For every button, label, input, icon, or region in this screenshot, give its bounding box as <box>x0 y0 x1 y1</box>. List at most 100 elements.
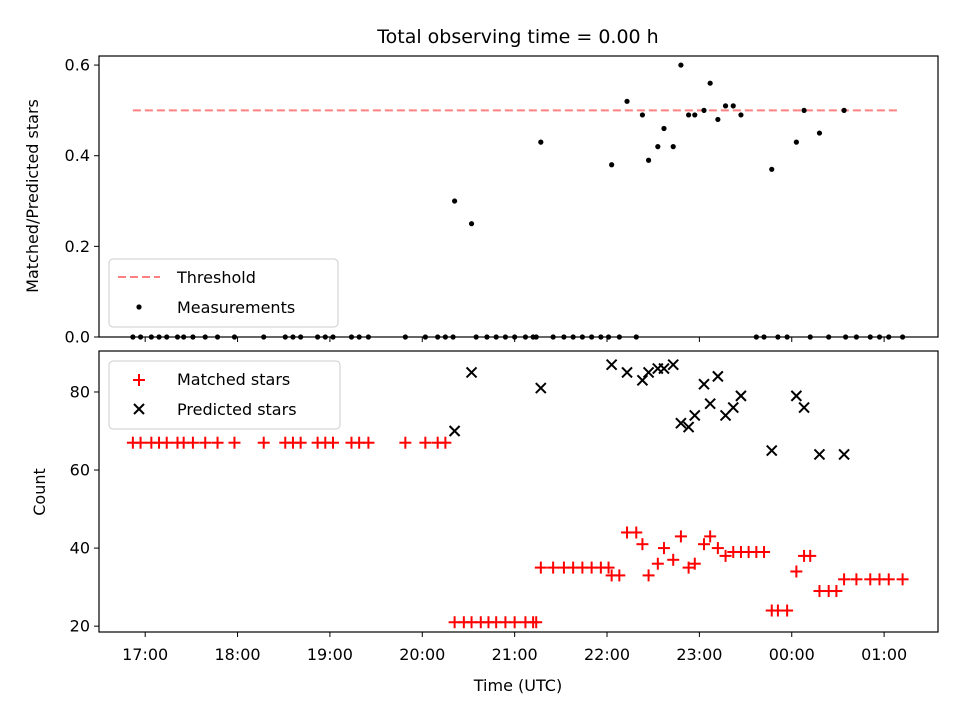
matched-star-point <box>326 436 339 449</box>
matched-star-point <box>688 557 701 570</box>
matched-star-point <box>613 569 626 582</box>
measurement-point <box>701 107 707 113</box>
matched-star-point <box>199 436 212 449</box>
top-y-tick-label: 0.2 <box>65 237 90 256</box>
bottom-y-axis-label: Count <box>30 468 49 516</box>
matched-star-point <box>838 573 851 586</box>
matched-star-point <box>882 573 895 586</box>
top-legend: Threshold Measurements <box>108 258 339 328</box>
measurement-point <box>670 144 676 150</box>
matched-star-point <box>790 565 803 578</box>
matched-star-point <box>850 573 863 586</box>
x-tick-label: 22:00 <box>584 645 630 664</box>
top-y-tick-label: 0.0 <box>65 328 90 347</box>
matched-star-point <box>160 436 173 449</box>
predicted-star-point <box>605 358 618 371</box>
matched-star-point <box>439 436 452 449</box>
matched-star-point <box>508 616 521 629</box>
measurement-point <box>722 103 729 109</box>
measurement-point <box>639 112 646 118</box>
x-axis-label: Time (UTC) <box>473 676 562 695</box>
predicted-star-point <box>448 425 461 437</box>
measurement-point <box>645 157 652 163</box>
measurement-point <box>707 80 713 86</box>
predicted-star-point <box>465 366 478 379</box>
predicted-star-point <box>621 366 633 379</box>
measurement-point <box>730 103 736 109</box>
top-axes-frame <box>98 55 939 338</box>
predicted-star-point <box>790 390 803 402</box>
x-tick-label: 21:00 <box>492 645 538 664</box>
matched-star-point <box>530 616 543 629</box>
measurement-point <box>655 144 661 150</box>
top-panel: 0.0 0.2 0.4 0.6 Matched/Predicted stars Thr… <box>23 55 939 347</box>
threshold-legend-label: Threshold <box>176 268 256 287</box>
predicted-star-point <box>675 417 687 429</box>
matched-star-point <box>674 530 687 543</box>
bottom-y-tick-label: 40 <box>70 539 90 558</box>
x-tick-label: 17:00 <box>122 645 168 664</box>
top-legend-box <box>108 258 339 328</box>
bottom-y-tick-label: 60 <box>70 461 90 480</box>
predicted-star-point <box>658 362 670 375</box>
measurement-point <box>793 139 799 145</box>
top-y-tick-label: 0.6 <box>65 56 90 75</box>
matched-star-point <box>257 436 270 449</box>
matched-star-point <box>547 561 560 574</box>
predicted-star-point <box>698 378 710 390</box>
measurement-point <box>816 130 823 136</box>
predicted-legend-label: Predicted stars <box>177 400 297 419</box>
bottom-legend: Matched stars Predicted stars <box>108 360 341 430</box>
x-tick-label: 20:00 <box>399 645 445 664</box>
measurement-point <box>538 139 544 145</box>
predicted-star-point <box>813 448 826 461</box>
measurement-point <box>715 116 721 123</box>
predicted-star-point <box>766 444 778 457</box>
bottom-panel: 20 40 60 80 17:00 18:00 19:00 20:00 21:00 22:00 2… <box>30 350 939 695</box>
matched-star-point <box>602 561 615 574</box>
matched-star-point <box>719 549 732 562</box>
matched-star-point <box>211 436 224 449</box>
matched-star-point <box>228 436 241 449</box>
matched-star-point <box>657 542 670 555</box>
matched-star-point <box>636 538 649 551</box>
matched-star-point <box>698 538 711 551</box>
matched-star-point <box>630 526 643 539</box>
top-plot-area <box>130 62 906 340</box>
x-tick-label: 01:00 <box>861 645 907 664</box>
matched-star-point <box>399 436 412 449</box>
matched-star-point <box>781 604 794 617</box>
predicted-legend-swatch <box>133 403 145 415</box>
x-tick-label: 23:00 <box>676 645 722 664</box>
matched-star-point <box>896 573 909 586</box>
measurement-point <box>609 162 615 168</box>
predicted-star-point <box>636 374 649 386</box>
measurement-point <box>769 166 775 172</box>
measurement-point <box>661 125 667 132</box>
matched-star-point <box>186 436 199 449</box>
matched-star-point <box>362 436 375 449</box>
matched-star-point <box>711 542 724 555</box>
matched-legend-label: Matched stars <box>177 370 290 389</box>
measurements-legend-label: Measurements <box>177 298 295 317</box>
predicted-star-point <box>689 409 701 422</box>
bottom-y-axis: 20 40 60 80 <box>70 382 99 636</box>
predicted-star-point <box>642 366 655 379</box>
measurement-point <box>738 112 744 118</box>
predicted-star-point <box>735 390 747 402</box>
bottom-plot-area <box>126 358 909 629</box>
matched-star-point <box>667 553 680 566</box>
top-y-axis: 0.0 0.2 0.4 0.6 <box>65 56 99 347</box>
matched-star-point <box>804 549 817 562</box>
top-y-axis-label: Matched/Predicted stars <box>23 99 42 293</box>
measurement-point <box>624 98 630 104</box>
measurement-point <box>692 112 698 118</box>
bottom-y-tick-label: 80 <box>70 382 90 401</box>
x-tick-label: 00:00 <box>769 645 815 664</box>
predicted-star-point <box>667 358 679 371</box>
matched-star-point <box>134 436 147 449</box>
matched-star-point <box>651 557 664 570</box>
x-tick-label: 18:00 <box>214 645 260 664</box>
